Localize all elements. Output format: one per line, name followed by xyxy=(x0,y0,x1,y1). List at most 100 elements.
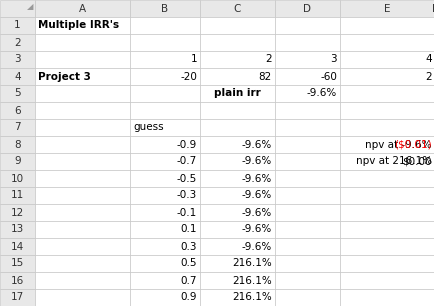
Bar xyxy=(0,0,35,17)
Bar xyxy=(35,170,130,187)
Text: ($0.01): ($0.01) xyxy=(394,140,431,150)
Bar xyxy=(35,255,130,272)
Bar xyxy=(0,204,35,221)
Text: 4: 4 xyxy=(14,72,21,81)
Bar xyxy=(339,68,434,85)
Bar xyxy=(274,0,339,17)
Text: -9.6%: -9.6% xyxy=(241,225,271,234)
Bar xyxy=(274,204,339,221)
Bar xyxy=(130,0,200,17)
Text: ◢: ◢ xyxy=(26,2,33,11)
Bar xyxy=(339,289,434,306)
Text: 3: 3 xyxy=(14,54,21,65)
Bar xyxy=(130,221,200,238)
Text: 16: 16 xyxy=(11,275,24,285)
Bar xyxy=(35,289,130,306)
Bar xyxy=(130,187,200,204)
Text: npv at -9.6%: npv at -9.6% xyxy=(365,140,431,150)
Bar xyxy=(130,255,200,272)
Text: 7: 7 xyxy=(14,122,21,132)
Bar xyxy=(274,255,339,272)
Bar xyxy=(0,85,35,102)
Bar xyxy=(0,68,35,85)
Text: D: D xyxy=(303,3,311,13)
Bar xyxy=(339,272,434,289)
Bar xyxy=(339,85,434,102)
Bar xyxy=(339,221,434,238)
Bar xyxy=(274,68,339,85)
Text: 216.1%: 216.1% xyxy=(232,275,271,285)
Text: Project 3: Project 3 xyxy=(38,72,91,81)
Bar xyxy=(0,136,35,153)
Text: 0.5: 0.5 xyxy=(180,259,197,268)
Text: 14: 14 xyxy=(11,241,24,252)
Text: -9.6%: -9.6% xyxy=(241,156,271,166)
Bar xyxy=(130,34,200,51)
Text: guess: guess xyxy=(133,122,163,132)
Text: 82: 82 xyxy=(258,72,271,81)
Bar xyxy=(339,34,434,51)
Bar xyxy=(35,85,130,102)
Text: -0.5: -0.5 xyxy=(176,174,197,184)
Text: -9.6%: -9.6% xyxy=(241,174,271,184)
Bar xyxy=(274,289,339,306)
Bar xyxy=(274,51,339,68)
Text: 1: 1 xyxy=(14,21,21,31)
Bar xyxy=(130,102,200,119)
Bar xyxy=(200,34,274,51)
Bar xyxy=(274,34,339,51)
Text: -60: -60 xyxy=(319,72,336,81)
Bar xyxy=(200,255,274,272)
Bar xyxy=(339,204,434,221)
Bar xyxy=(274,238,339,255)
Text: 15: 15 xyxy=(11,259,24,268)
Text: 10: 10 xyxy=(11,174,24,184)
Text: -9.6%: -9.6% xyxy=(306,88,336,99)
Bar xyxy=(339,187,434,204)
Text: E: E xyxy=(383,3,390,13)
Text: 0.7: 0.7 xyxy=(180,275,197,285)
Bar xyxy=(130,272,200,289)
Text: Multiple IRR's: Multiple IRR's xyxy=(38,21,119,31)
Text: -20: -20 xyxy=(180,72,197,81)
Bar xyxy=(274,119,339,136)
Text: 2: 2 xyxy=(14,38,21,47)
Bar xyxy=(130,68,200,85)
Bar xyxy=(35,102,130,119)
Bar xyxy=(200,102,274,119)
Bar xyxy=(200,289,274,306)
Bar xyxy=(274,102,339,119)
Bar xyxy=(200,187,274,204)
Bar xyxy=(200,221,274,238)
Bar xyxy=(0,255,35,272)
Bar xyxy=(35,153,130,170)
Bar xyxy=(35,136,130,153)
Text: -9.6%: -9.6% xyxy=(241,241,271,252)
Bar xyxy=(130,136,200,153)
Bar xyxy=(339,102,434,119)
Bar xyxy=(0,119,35,136)
Text: 8: 8 xyxy=(14,140,21,150)
Text: C: C xyxy=(233,3,240,13)
Bar xyxy=(130,289,200,306)
Bar xyxy=(274,136,339,153)
Bar xyxy=(0,51,35,68)
Bar xyxy=(130,153,200,170)
Bar xyxy=(35,17,130,34)
Text: 0.1: 0.1 xyxy=(180,225,197,234)
Bar xyxy=(130,119,200,136)
Bar xyxy=(130,85,200,102)
Bar xyxy=(130,17,200,34)
Bar xyxy=(339,153,434,170)
Bar xyxy=(0,238,35,255)
Bar xyxy=(200,85,274,102)
Text: npv at 216.1%: npv at 216.1% xyxy=(355,156,431,166)
Text: $0.00: $0.00 xyxy=(401,156,431,166)
Text: 13: 13 xyxy=(11,225,24,234)
Text: -9.6%: -9.6% xyxy=(241,191,271,200)
Bar xyxy=(35,221,130,238)
Bar xyxy=(0,170,35,187)
Bar xyxy=(130,170,200,187)
Bar xyxy=(274,187,339,204)
Bar xyxy=(200,68,274,85)
